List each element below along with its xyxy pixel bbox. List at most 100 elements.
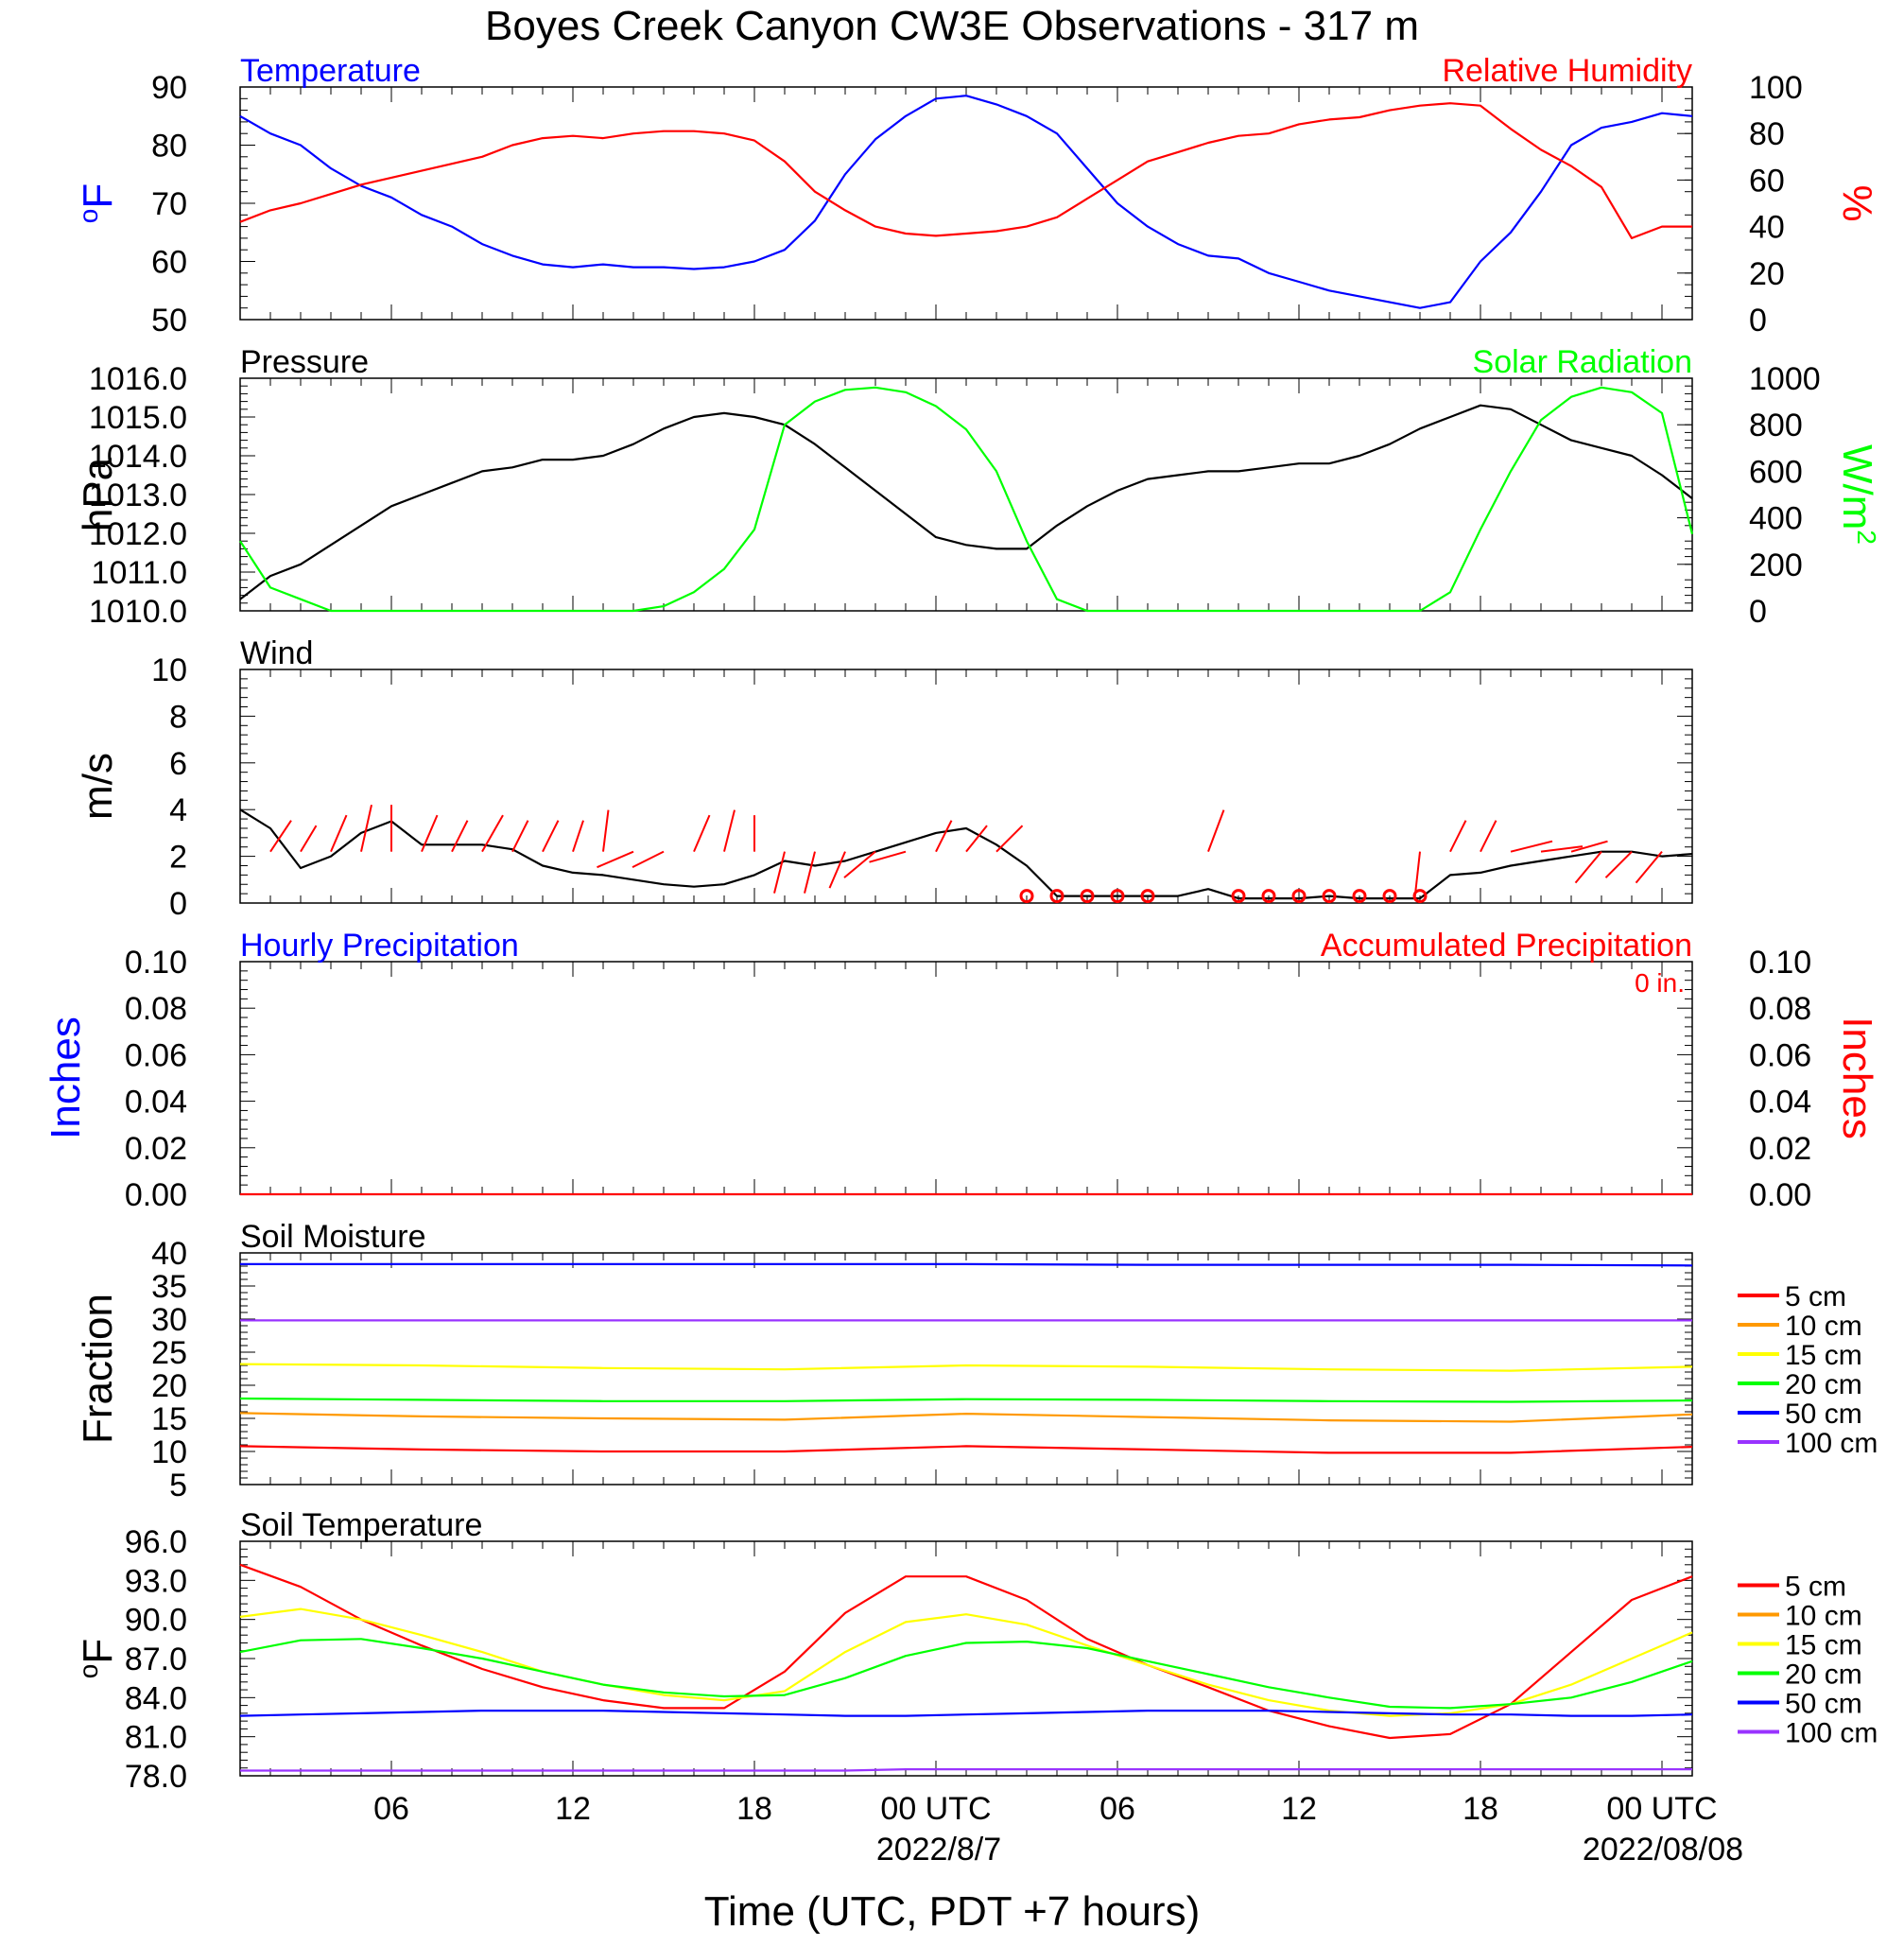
- wind-barb: [1413, 851, 1421, 899]
- wind-barb: [300, 825, 318, 853]
- x-tick-label: 06: [373, 1791, 409, 1827]
- calm-wind-marker: [1110, 889, 1125, 904]
- y-tick-label-right: 200: [1749, 547, 1803, 583]
- panel-title-left: Soil Moisture: [240, 1219, 426, 1255]
- x-tick-label: 18: [1463, 1791, 1498, 1827]
- y-axis-label-left: oF: [74, 183, 122, 223]
- y-tick-label-left: 8: [169, 699, 187, 735]
- y-axis-label-right: Inches: [1834, 1016, 1880, 1139]
- y-tick-label-left: 0.08: [125, 991, 187, 1027]
- series-line-1: [239, 404, 1693, 600]
- panel-1: 50 60 70 80 90 0 20 40 60 80 100 Temperature Relativ…: [74, 53, 1881, 339]
- wind-barb: [935, 820, 953, 853]
- panel-2: 1010.01011.01012.01013.01014.01015.01016…: [75, 344, 1882, 630]
- y-axis-label-left: oF: [74, 1639, 122, 1678]
- y-tick-label-right: 100: [1749, 70, 1803, 106]
- series-line-5: [239, 1710, 1693, 1717]
- y-tick-label-left: 0.04: [125, 1085, 187, 1121]
- wind-barb: [1604, 850, 1633, 878]
- y-axis-label-right: %: [1834, 184, 1880, 221]
- wind-barb: [542, 820, 560, 853]
- panel-4: 0.00 0.02 0.04 0.06 0.08 0.10 0.00 0.02 0.04 0.06…: [43, 928, 1880, 1213]
- wind-barb: [843, 850, 876, 878]
- legend-label: 15 cm: [1785, 1630, 1862, 1661]
- y-tick-label-left: 10: [151, 652, 187, 688]
- legend-label: 10 cm: [1785, 1311, 1862, 1342]
- panel-title-left: Temperature: [240, 53, 421, 89]
- y-axis-label-right: W/m2: [1834, 444, 1882, 545]
- series-line-3: [239, 1607, 1693, 1717]
- y-tick-label-left: 0.00: [125, 1177, 187, 1213]
- series-line-2: [239, 102, 1692, 239]
- y-tick-label-left: 0: [169, 886, 187, 922]
- y-tick-label-right: 600: [1749, 454, 1803, 490]
- panel-title-left: Soil Temperature: [240, 1507, 482, 1543]
- y-axis-label-left: Inches: [43, 1016, 89, 1139]
- panel-title-left: Pressure: [240, 344, 369, 380]
- legend-label: 15 cm: [1785, 1340, 1862, 1371]
- wind-barb: [965, 825, 988, 853]
- y-tick-label-right: 0: [1749, 303, 1767, 339]
- y-tick-label-left: 0.06: [125, 1037, 187, 1073]
- wind-barb: [773, 851, 786, 894]
- y-tick-label-left: 35: [151, 1269, 187, 1305]
- y-tick-label-right: 0.10: [1749, 945, 1811, 981]
- y-tick-label-left: 96.0: [125, 1524, 187, 1560]
- wind-barb: [1570, 840, 1608, 853]
- wind-barb: [511, 820, 529, 853]
- series-line-1: [239, 1563, 1693, 1740]
- calm-wind-marker: [1322, 889, 1337, 904]
- unit-letter: F: [75, 1639, 121, 1664]
- x-date-label-1: 2022/8/7: [876, 1832, 1001, 1868]
- wind-barb: [869, 850, 907, 863]
- series-line-5: [240, 1262, 1693, 1267]
- y-tick-label-left: 30: [151, 1302, 187, 1338]
- y-tick-label-left: 20: [151, 1368, 187, 1404]
- y-tick-label-right: 0: [1749, 594, 1767, 630]
- figure-title: Boyes Creek Canyon CW3E Observations - 3…: [485, 3, 1419, 49]
- unit-exponent: 2: [1853, 530, 1882, 545]
- y-tick-label-left: 60: [151, 245, 187, 281]
- y-tick-label-right: 0.08: [1749, 991, 1811, 1027]
- calm-wind-marker: [1261, 889, 1276, 904]
- wind-barb: [723, 809, 736, 852]
- x-tick-label: 12: [1281, 1791, 1317, 1827]
- unit-letter: F: [75, 183, 121, 209]
- series-line-1: [239, 808, 1693, 900]
- panel-title-right: Accumulated Precipitation: [1321, 928, 1692, 964]
- x-tick-label: 06: [1099, 1791, 1135, 1827]
- calm-wind-marker: [1231, 889, 1246, 904]
- y-tick-label-left: 2: [169, 840, 187, 876]
- accumulated-total: 0 in.: [1635, 968, 1685, 998]
- legend-label: 5 cm: [1785, 1572, 1846, 1603]
- y-tick-label-left: 10: [151, 1434, 187, 1470]
- x-tick-labels: 06 12 18 00 UTC 06 12 18 00 UTC: [373, 1791, 1717, 1827]
- legend-label: 20 cm: [1785, 1369, 1862, 1400]
- wind-barb: [360, 804, 372, 852]
- wind-barb: [1480, 820, 1497, 853]
- wind-barb: [804, 851, 816, 894]
- series-line-1: [239, 1445, 1693, 1454]
- wind-barb: [330, 814, 348, 853]
- panel-title-right: Solar Radiation: [1473, 344, 1692, 380]
- panel-title-left: Wind: [240, 635, 313, 671]
- y-axis-label-left: hPa: [75, 457, 121, 531]
- x-tick-label: 00 UTC: [1606, 1791, 1717, 1827]
- wind-barb: [602, 809, 610, 852]
- series-line-1: [239, 95, 1693, 309]
- y-tick-label-left: 4: [169, 792, 187, 828]
- wind-barb: [693, 814, 711, 853]
- y-tick-label-left: 90: [151, 70, 187, 106]
- series-line-6: [240, 1768, 1692, 1772]
- calm-wind-marker: [1352, 889, 1367, 904]
- wind-barb: [451, 820, 469, 853]
- y-tick-label-left: 1013.0: [89, 478, 187, 513]
- y-axis-label-left: Fraction: [75, 1294, 121, 1444]
- y-tick-label-left: 25: [151, 1335, 187, 1371]
- y-axis-label-left: m/s: [75, 753, 121, 820]
- calm-wind-marker: [1291, 889, 1307, 904]
- wind-barb: [597, 850, 634, 869]
